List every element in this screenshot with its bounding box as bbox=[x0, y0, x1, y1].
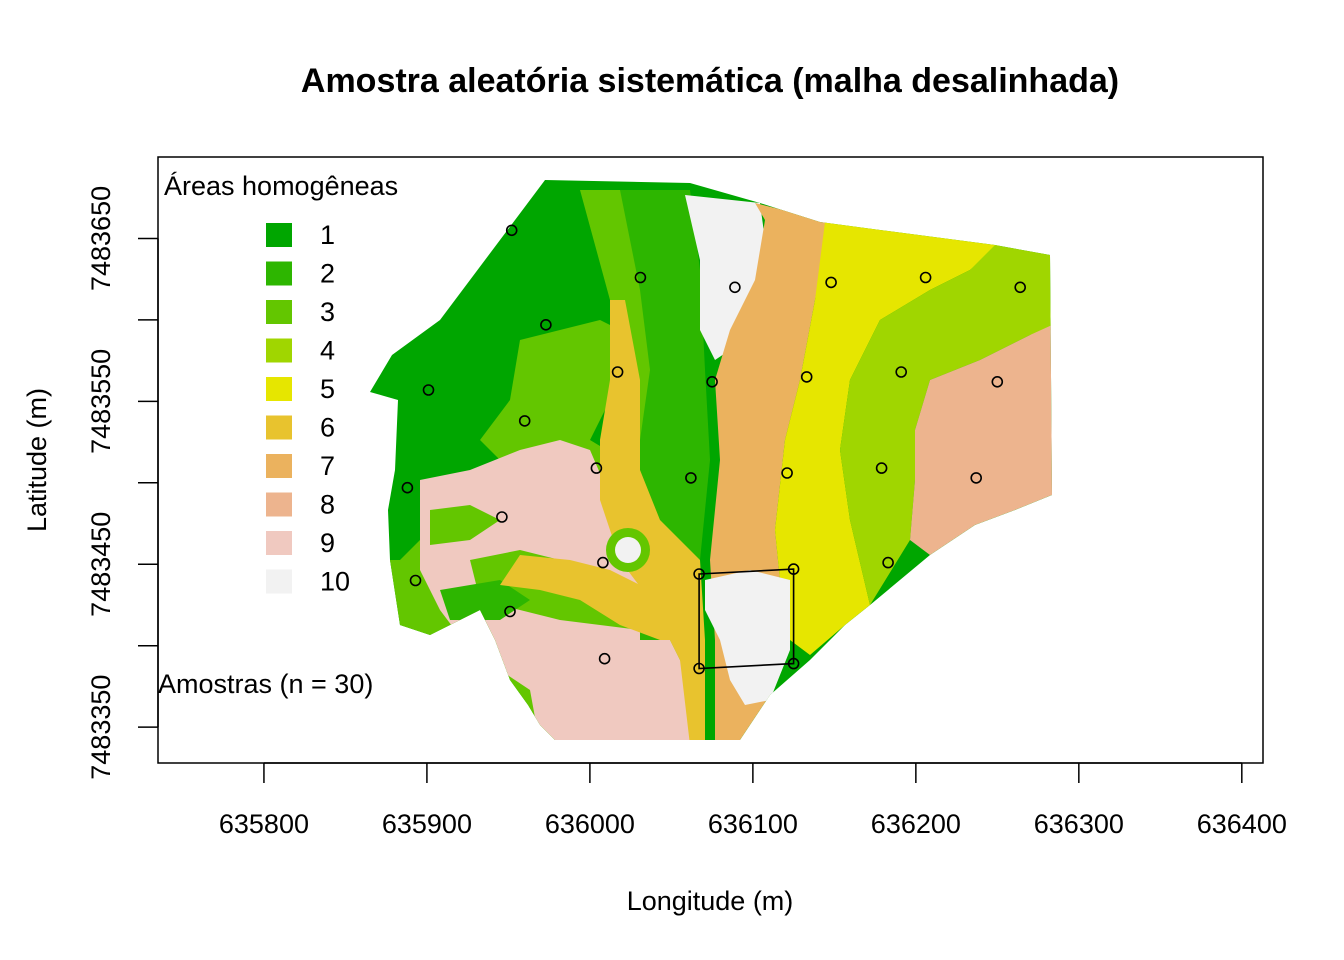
x-tick-label: 636300 bbox=[1034, 809, 1124, 839]
sample-point bbox=[882, 556, 894, 569]
x-tick-label: 635800 bbox=[219, 809, 309, 839]
sample-point bbox=[825, 276, 837, 289]
sample-point bbox=[970, 472, 983, 484]
legend-swatch bbox=[266, 569, 292, 594]
sample-point bbox=[496, 511, 508, 523]
sampling-cell-outline bbox=[698, 568, 795, 670]
legend-swatch bbox=[266, 261, 292, 286]
legend-swatch bbox=[266, 223, 292, 247]
legend-label: 3 bbox=[320, 297, 335, 327]
x-tick-label: 636100 bbox=[708, 809, 798, 839]
legend-label: 4 bbox=[320, 336, 335, 366]
chart-title: Amostra aleatória sistemática (malha des… bbox=[301, 62, 1119, 100]
sample-point bbox=[540, 318, 552, 331]
sample-point bbox=[706, 375, 718, 388]
sample-point bbox=[422, 384, 435, 396]
x-tick-label: 636200 bbox=[871, 809, 961, 839]
legend-label: 10 bbox=[320, 567, 350, 597]
sample-point bbox=[409, 574, 422, 587]
legend-label: 5 bbox=[320, 374, 335, 404]
legend-swatch bbox=[266, 454, 292, 478]
sample-point bbox=[505, 224, 518, 237]
y-axis-title: Latitude (m) bbox=[22, 388, 52, 532]
legend-label: 2 bbox=[320, 259, 335, 289]
legend-swatch bbox=[266, 377, 292, 401]
sample-point bbox=[875, 462, 888, 474]
y-axis: 7483350 7483450 7483550 7483650 bbox=[86, 186, 159, 780]
legend-label: 1 bbox=[320, 220, 335, 250]
legend-swatch bbox=[266, 531, 292, 555]
sample-point bbox=[919, 271, 932, 284]
legend-label: 9 bbox=[320, 528, 335, 558]
sample-point bbox=[598, 652, 611, 665]
sample-point bbox=[991, 375, 1004, 388]
x-axis: 635800 635900 636000 636100 636200 636300 6364… bbox=[219, 762, 1287, 839]
legend-swatch bbox=[266, 492, 292, 517]
sample-point bbox=[693, 568, 705, 580]
legend-swatch bbox=[266, 338, 292, 363]
samples-annotation: Amostras (n = 30) bbox=[158, 669, 373, 699]
sample-points bbox=[401, 224, 1027, 675]
legend-title: Áreas homogêneas bbox=[164, 171, 398, 201]
sample-point bbox=[895, 366, 908, 378]
x-tick-label: 636000 bbox=[545, 809, 635, 839]
sample-point bbox=[597, 556, 609, 569]
legend: 1 2 3 4 5 6 7 8 9 10 bbox=[266, 220, 350, 597]
legend-label: 8 bbox=[320, 490, 335, 520]
y-tick-label: 7483550 bbox=[86, 349, 116, 454]
sample-point bbox=[693, 662, 705, 675]
x-axis-title: Longitude (m) bbox=[627, 886, 794, 916]
legend-swatch bbox=[266, 415, 292, 440]
land-cover-map bbox=[370, 180, 1052, 740]
y-tick-label: 7483350 bbox=[86, 675, 116, 780]
sample-point bbox=[685, 472, 697, 484]
sample-point bbox=[787, 563, 800, 575]
legend-label: 6 bbox=[320, 413, 335, 443]
sample-point bbox=[401, 481, 414, 494]
x-tick-label: 636400 bbox=[1197, 809, 1287, 839]
sample-point bbox=[504, 605, 516, 618]
legend-swatch bbox=[266, 300, 292, 324]
sample-point bbox=[1014, 281, 1027, 294]
sample-point bbox=[729, 281, 741, 294]
sample-point bbox=[781, 467, 793, 479]
y-tick-label: 7483450 bbox=[86, 512, 116, 617]
x-tick-label: 635900 bbox=[382, 809, 472, 839]
sample-point bbox=[518, 415, 531, 427]
y-tick-label: 7483650 bbox=[86, 186, 116, 291]
legend-label: 7 bbox=[320, 451, 335, 481]
sample-point bbox=[611, 366, 624, 378]
sample-point bbox=[787, 657, 800, 670]
sample-point bbox=[800, 371, 813, 383]
sample-point bbox=[590, 462, 603, 474]
sample-point bbox=[634, 271, 647, 284]
